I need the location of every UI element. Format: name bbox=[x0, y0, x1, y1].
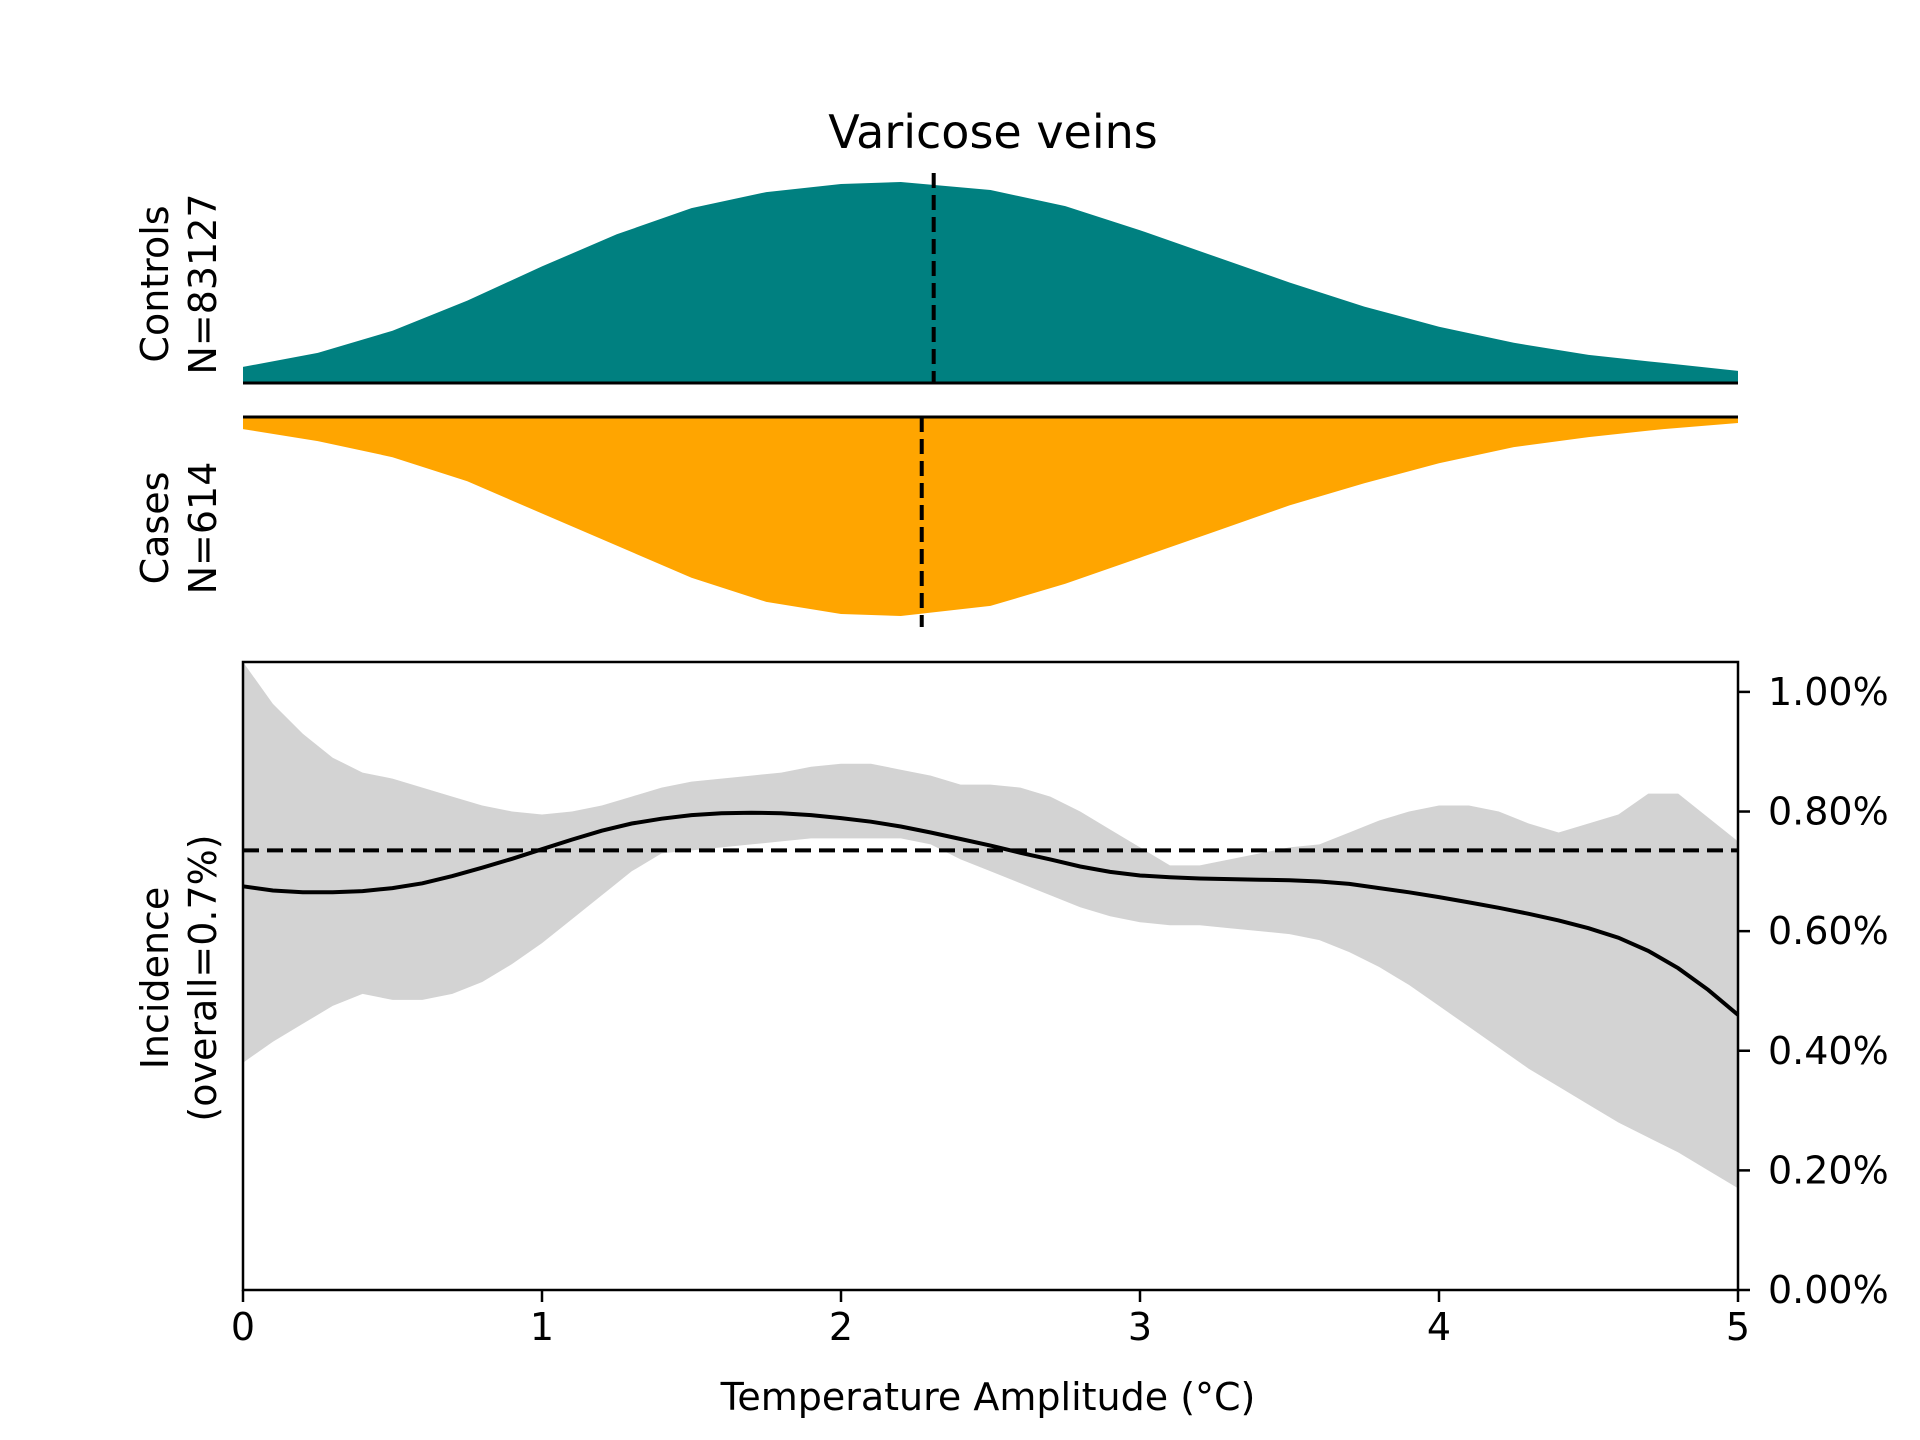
x-tick-label: 3 bbox=[1128, 1305, 1152, 1349]
y-tick-label: 0.40% bbox=[1768, 1029, 1889, 1073]
incidence-panel: 0 1 2 3 4 5 0.00% 0.20% 0.40% 0.60% 0.80% 1.00% Te… bbox=[133, 660, 1889, 1419]
cases-label: Cases bbox=[133, 472, 177, 585]
x-tick-label: 2 bbox=[829, 1305, 853, 1349]
incidence-axes-frame bbox=[241, 660, 1740, 1292]
confidence-band bbox=[243, 662, 1738, 1189]
cases-density-area bbox=[243, 417, 1738, 616]
controls-panel: Controls N=83127 bbox=[133, 173, 1738, 385]
y-tick-label: 0.80% bbox=[1768, 790, 1889, 834]
x-tick-label: 1 bbox=[530, 1305, 554, 1349]
controls-density-area bbox=[243, 182, 1738, 383]
y-tick-label: 0.20% bbox=[1768, 1148, 1889, 1192]
controls-label: Controls bbox=[133, 205, 177, 362]
y-tick-label: 0.00% bbox=[1768, 1268, 1889, 1312]
y-axis-label: Incidence bbox=[133, 887, 177, 1070]
y-axis-label-overall: (overall=0.7%) bbox=[181, 834, 225, 1121]
y-tick-label: 0.60% bbox=[1768, 909, 1889, 953]
chart-title: Varicose veins bbox=[828, 105, 1158, 159]
x-axis-ticks: 0 1 2 3 4 5 bbox=[231, 1290, 1750, 1349]
controls-count-label: N=83127 bbox=[181, 193, 225, 374]
y-tick-label: 1.00% bbox=[1768, 670, 1889, 714]
x-tick-label: 5 bbox=[1726, 1305, 1750, 1349]
x-axis-label: Temperature Amplitude (°C) bbox=[720, 1375, 1256, 1419]
x-tick-label: 4 bbox=[1427, 1305, 1451, 1349]
x-tick-label: 0 bbox=[231, 1305, 255, 1349]
y-axis-ticks: 0.00% 0.20% 0.40% 0.60% 0.80% 1.00% bbox=[1738, 670, 1889, 1312]
incidence-line bbox=[242, 810, 1740, 1017]
cases-count-label: N=614 bbox=[181, 462, 225, 595]
cases-panel: Cases N=614 bbox=[133, 415, 1738, 627]
